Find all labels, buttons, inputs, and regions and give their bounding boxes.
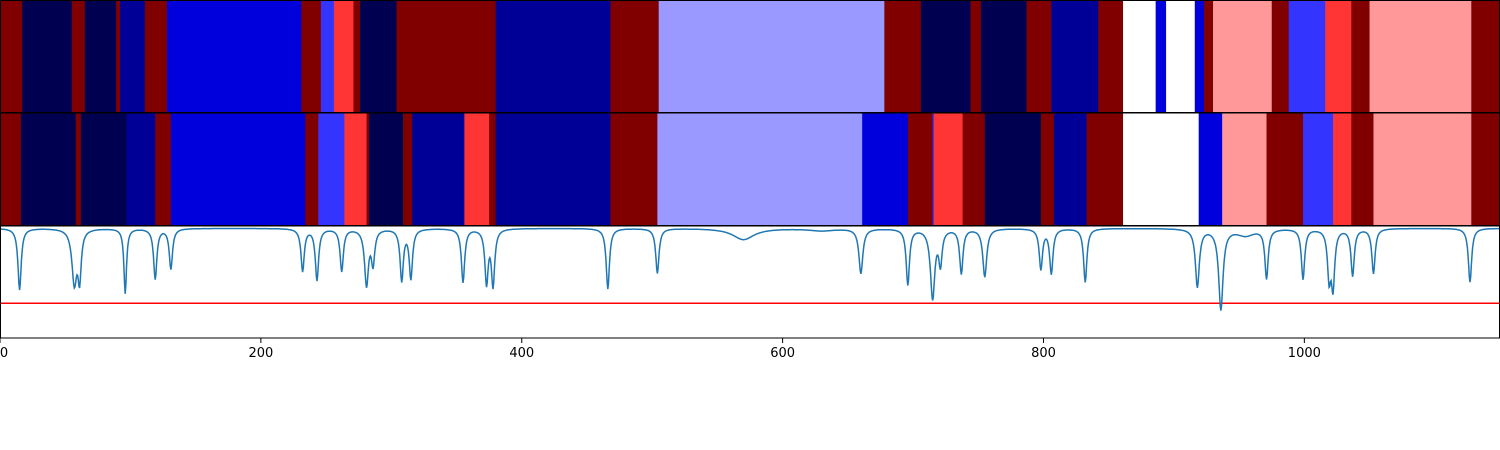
heatmap-track-top	[0, 0, 1500, 112]
heatmap-segment-2-4	[80, 113, 127, 225]
heatmap-segment-1-9	[301, 0, 322, 112]
heatmap-segment-1-19	[920, 0, 971, 112]
heatmap-segment-2-3	[75, 113, 82, 225]
heatmap-segment-2-26	[1040, 113, 1055, 225]
heatmap-segment-2-25	[984, 113, 1042, 225]
heatmap-segment-2-11	[366, 113, 370, 225]
heatmap-segment-2-15	[464, 113, 490, 225]
heatmap-segment-1-6	[120, 0, 146, 112]
x-axis: 0 200 400 600 800 1000	[0, 338, 1321, 361]
heatmap-segment-1-8	[166, 0, 302, 112]
heatmap-segment-1-10	[320, 0, 335, 112]
heatmap-segment-1-31	[1271, 0, 1290, 112]
heatmap-segment-2-7	[170, 113, 306, 225]
signal-line	[0, 227, 1500, 311]
heatmap-segment-2-18	[610, 113, 658, 225]
heatmap-segment-1-35	[1369, 0, 1472, 112]
heatmap-segment-2-13	[403, 113, 413, 225]
x-tick-label-1: 0	[0, 346, 8, 361]
x-tick-label-3: 400	[509, 346, 534, 361]
heatmap-track-bottom	[0, 113, 1500, 225]
heatmap-segment-2-19	[657, 113, 863, 225]
heatmap-segment-2-32	[1266, 113, 1304, 225]
heatmap-segment-1-13	[360, 0, 397, 112]
heatmap-segment-2-22	[932, 113, 935, 225]
heatmap-segment-1-33	[1325, 0, 1352, 112]
heatmap-segment-1-27	[1166, 0, 1196, 112]
heatmap-segment-1-16	[610, 0, 660, 112]
heatmap-segment-2-35	[1351, 113, 1374, 225]
heatmap-segment-1-4	[84, 0, 117, 112]
heatmap-segment-1-2	[22, 0, 73, 112]
heatmap-segment-1-24	[1098, 0, 1124, 112]
x-tick-label-2: 200	[248, 346, 273, 361]
heatmap-segment-1-36	[1471, 0, 1500, 112]
heatmap-segment-1-22	[1026, 0, 1052, 112]
heatmap-segment-2-33	[1303, 113, 1334, 225]
heatmap-segment-2-17	[495, 113, 611, 225]
heatmap-segment-1-1	[0, 0, 23, 112]
heatmap-segment-2-27	[1053, 113, 1087, 225]
heatmap-segment-2-14	[412, 113, 465, 225]
heatmap-segment-1-7	[144, 0, 168, 112]
heatmap-segment-1-12	[353, 0, 361, 112]
heatmap-segment-2-9	[318, 113, 345, 225]
heatmap-segment-2-16	[489, 113, 497, 225]
heatmap-segment-2-30	[1198, 113, 1223, 225]
x-tick-label-6: 1000	[1288, 346, 1321, 361]
heatmap-segment-2-34	[1333, 113, 1352, 225]
heatmap-segment-2-12	[369, 113, 404, 225]
heatmap-segment-2-31	[1222, 113, 1267, 225]
x-tick-label-5: 800	[1031, 346, 1056, 361]
heatmap-segment-1-3	[71, 0, 86, 112]
heatmap-segment-1-25	[1123, 0, 1157, 112]
heatmap-segment-1-17	[658, 0, 885, 112]
heatmap-segment-1-14	[396, 0, 497, 112]
heatmap-segment-2-24	[962, 113, 986, 225]
heatmap-segment-2-36	[1373, 113, 1472, 225]
heatmap-segment-1-23	[1051, 0, 1099, 112]
heatmap-segment-1-26	[1155, 0, 1167, 112]
heatmap-segment-1-15	[495, 0, 611, 112]
heatmap-segment-2-1	[0, 113, 22, 225]
heatmap-segment-1-32	[1288, 0, 1326, 112]
heatmap-segment-1-5	[116, 0, 121, 112]
heatmap-segment-2-20	[862, 113, 909, 225]
heatmap-segment-2-5	[126, 113, 156, 225]
heatmap-segment-2-8	[305, 113, 319, 225]
heatmap-segment-1-11	[333, 0, 354, 112]
heatmap-segment-2-10	[344, 113, 367, 225]
heatmap-segment-1-18	[884, 0, 922, 112]
heatmap-segment-1-34	[1351, 0, 1370, 112]
heatmap-segment-2-21	[907, 113, 934, 225]
heatmap-segment-2-2	[20, 113, 77, 225]
heatmap-segment-2-6	[155, 113, 172, 225]
heatmap-segment-1-30	[1213, 0, 1273, 112]
heatmap-segment-2-37	[1471, 113, 1500, 225]
heatmap-segment-1-29	[1203, 0, 1214, 112]
heatmap-segment-1-21	[980, 0, 1027, 112]
heatmap-segment-1-28	[1194, 0, 1205, 112]
heatmap-segment-2-28	[1086, 113, 1124, 225]
heatmap-segment-2-23	[933, 113, 964, 225]
signal-panel	[0, 227, 1500, 311]
heatmap-segment-2-29	[1123, 113, 1200, 225]
x-tick-label-4: 600	[770, 346, 795, 361]
heatmap-segment-1-20	[970, 0, 982, 112]
